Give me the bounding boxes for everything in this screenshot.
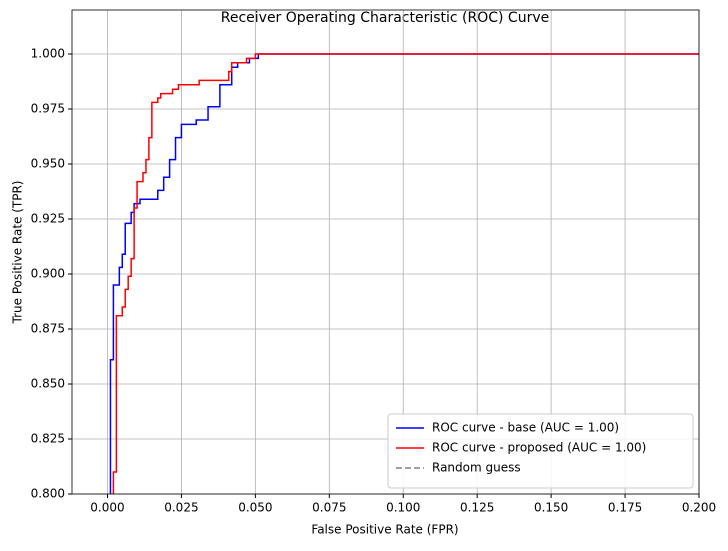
legend-box xyxy=(387,413,694,489)
x-tick-label: 0.050 xyxy=(238,501,272,515)
y-tick-label: 0.875 xyxy=(31,322,65,336)
legend-label: ROC curve - base (AUC = 1.00) xyxy=(432,421,619,435)
x-axis-label: False Positive Rate (FPR) xyxy=(311,523,458,537)
legend-label: Random guess xyxy=(432,461,521,475)
y-tick-label: 0.825 xyxy=(31,432,65,446)
x-tick-label: 0.200 xyxy=(682,501,716,515)
legend-label: ROC curve - proposed (AUC = 1.00) xyxy=(432,441,646,455)
x-tick-label: 0.100 xyxy=(386,501,420,515)
x-tick-label: 0.075 xyxy=(312,501,346,515)
roc-line xyxy=(109,53,699,494)
y-axis-label: True Positive Rate (TPR) xyxy=(11,181,25,325)
y-tick-label: 0.975 xyxy=(31,102,65,116)
x-tick-label: 0.175 xyxy=(608,501,642,515)
plot-frame xyxy=(71,9,700,495)
y-tick-label: 0.800 xyxy=(31,487,65,501)
plot-area xyxy=(109,53,699,494)
roc-line xyxy=(112,53,699,494)
y-tick-label: 0.900 xyxy=(31,267,65,281)
x-tick-label: 0.025 xyxy=(164,501,198,515)
y-tick-label: 0.950 xyxy=(31,157,65,171)
y-tick-label: 1.000 xyxy=(31,47,65,61)
y-tick-label: 0.925 xyxy=(31,212,65,226)
x-tick-label: 0.125 xyxy=(460,501,494,515)
chart-title: Receiver Operating Characteristic (ROC) … xyxy=(221,10,550,26)
x-tick-label: 0.150 xyxy=(534,501,568,515)
y-tick-label: 0.850 xyxy=(31,377,65,391)
x-tick-label: 0.000 xyxy=(90,501,124,515)
